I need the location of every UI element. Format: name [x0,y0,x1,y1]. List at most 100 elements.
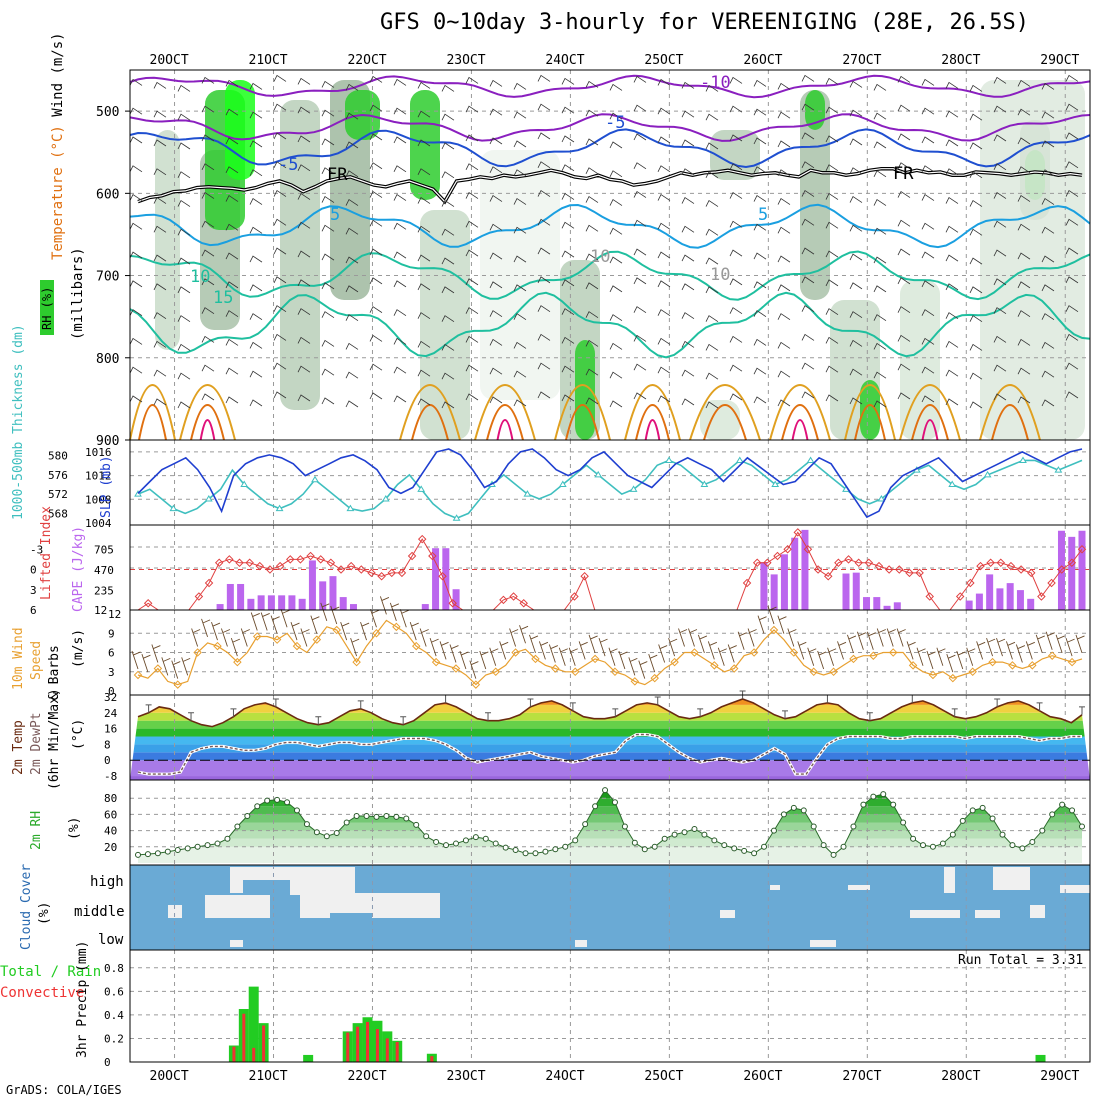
time-label-top: 23OCT [446,53,485,68]
wind-barb [996,637,1006,657]
wind-barb [409,621,419,641]
wind-point [292,641,302,651]
time-label-top: 28OCT [941,53,980,68]
wind-barb [825,279,839,287]
wind-barb [585,138,599,146]
wind-barb [441,286,455,294]
thickness-point [700,480,709,487]
wind-barb [1017,108,1031,116]
wind-barb [801,391,815,399]
cloud-gap [810,940,836,947]
rh2m-point [1029,838,1036,845]
thickness-point [204,494,213,502]
wind-barb [177,199,191,207]
wind-barb [459,650,469,670]
wind-barb [1041,82,1055,90]
rh2m-point [830,851,837,858]
wind-point [809,667,818,676]
wind-barb [509,628,519,647]
y-tick-label: 500 [96,105,119,120]
wind-barb [969,171,983,179]
wind-barb [537,333,551,341]
wind-barb [141,654,151,673]
cape-bar [339,597,347,610]
wind-barb [801,74,815,82]
wind-barb [249,341,263,349]
wind-tick-label: 3 [108,666,115,679]
cloud-gap [720,910,735,918]
wind-barb [417,398,431,406]
cloud-level-label: middle [74,904,125,920]
wind-point [630,677,640,686]
precip-tick-label: 0.2 [104,1032,124,1045]
wind-barb [777,82,791,90]
rh2m-point [989,815,996,822]
wind-barb [1065,189,1079,197]
rh2m-point [293,807,300,814]
wind-barb [801,189,815,197]
wind-barb [873,342,887,350]
rh2m-point [144,851,151,858]
wind-barb [1041,399,1055,407]
li-point [793,528,803,537]
rh2m-point [939,840,946,847]
time-label-top: 20OCT [150,53,189,68]
rh-shading [900,280,940,440]
wind-barb [657,222,671,230]
isotherm-10 [129,250,1091,301]
wind-barb [249,140,263,148]
thickness-tick-label: 580 [48,450,68,463]
cape-bar [770,574,778,610]
wind-barb [1065,362,1079,370]
cloud-gap [230,867,243,893]
wind-barb [393,366,407,374]
wind-barb [657,193,671,201]
isotherm-20 [129,384,176,441]
temp-band [130,736,1090,745]
wind-barb [585,224,599,232]
wind-barb [873,83,887,91]
wind-point [670,657,679,667]
isotherm-25 [991,404,1029,441]
wind-barb [976,641,986,660]
wind-barb [1045,631,1055,650]
wind-barb [441,84,455,92]
wind-barb [849,282,863,290]
precip-convective-bar [366,1021,370,1062]
rh2m-point [661,835,668,842]
rh2m-point [284,799,291,806]
wind-barb [993,163,1007,171]
rh2m-point [701,831,708,838]
wind-barb [465,220,479,228]
rh-band [138,822,1082,831]
wind-barb [513,313,527,320]
rh2m-point [522,850,529,857]
isotherm-30 [496,419,514,441]
minmax-whisker [315,716,322,725]
rh2m-point [254,803,261,810]
wind-barb [177,286,191,294]
rh-shading [280,100,320,410]
wind-barb [777,111,791,119]
wind-barb [1025,641,1035,660]
cloud-ylabel: Cloud Cover [19,864,34,950]
wind-barb [657,78,671,86]
wind-barb [393,395,407,403]
wind-barb [897,190,911,198]
minmax-whisker [951,708,958,717]
wind-barb [1065,305,1079,312]
wind-barb [969,228,983,236]
time-label-bottom: 23OCT [446,1069,485,1084]
cape-ylabel: CAPE (J/kg) [71,526,86,612]
wind-barb [537,161,551,169]
wind-barb [270,615,280,634]
wind-barb [753,194,767,202]
wind-barb [727,644,737,663]
wind-barb [993,278,1007,286]
wind-barb [777,255,791,263]
wind-point [650,673,659,683]
thickness-point [1019,456,1027,463]
wind-barb [489,310,503,317]
wind-barb [1017,338,1031,346]
wind-barb [638,660,648,679]
